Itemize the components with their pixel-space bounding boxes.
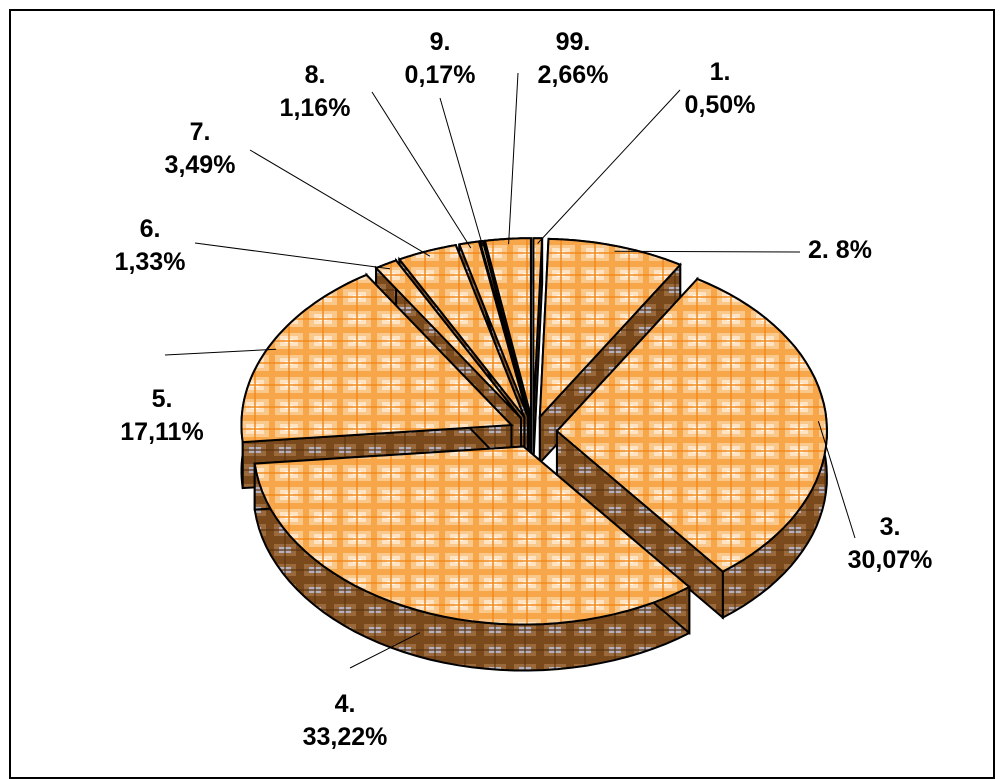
slice-percent-5: 17,11% (120, 418, 203, 446)
slice-number-3: 3. (880, 513, 901, 541)
leader-line-10 (509, 73, 518, 244)
slice-percent-8: 1,16% (280, 94, 351, 122)
leader-line-1 (538, 90, 680, 244)
leader-line-8 (372, 92, 471, 248)
slice-percent-3: 30,07% (848, 546, 933, 574)
leader-line-2 (615, 251, 800, 252)
slice-percent-4: 33,22% (303, 723, 388, 751)
leader-line-5 (165, 349, 276, 355)
slice-number-6: 6. (140, 215, 161, 243)
leader-line-9 (440, 98, 483, 246)
slice-number-4: 4. (335, 690, 356, 718)
slice-percent-9: 0,17% (405, 61, 476, 89)
slice-number-5: 5. (152, 385, 173, 413)
slice-percent-10: 2,66% (538, 61, 609, 89)
slice-number-10: 99. (556, 28, 591, 56)
slice-number-8: 8. (305, 61, 326, 89)
slice-percent-6: 1,33% (115, 248, 186, 276)
slice-number-7: 7. (190, 118, 211, 146)
slice-percent-7: 3,49% (165, 151, 236, 179)
leader-line-7 (250, 150, 430, 256)
slice-label-2: 2. 8% (808, 236, 872, 264)
slice-number-9: 9. (430, 28, 451, 56)
leader-line-6 (195, 243, 390, 269)
slice-number-1: 1. (710, 58, 731, 86)
slices-layer (242, 238, 827, 670)
slice-percent-1: 0,50% (685, 91, 756, 119)
